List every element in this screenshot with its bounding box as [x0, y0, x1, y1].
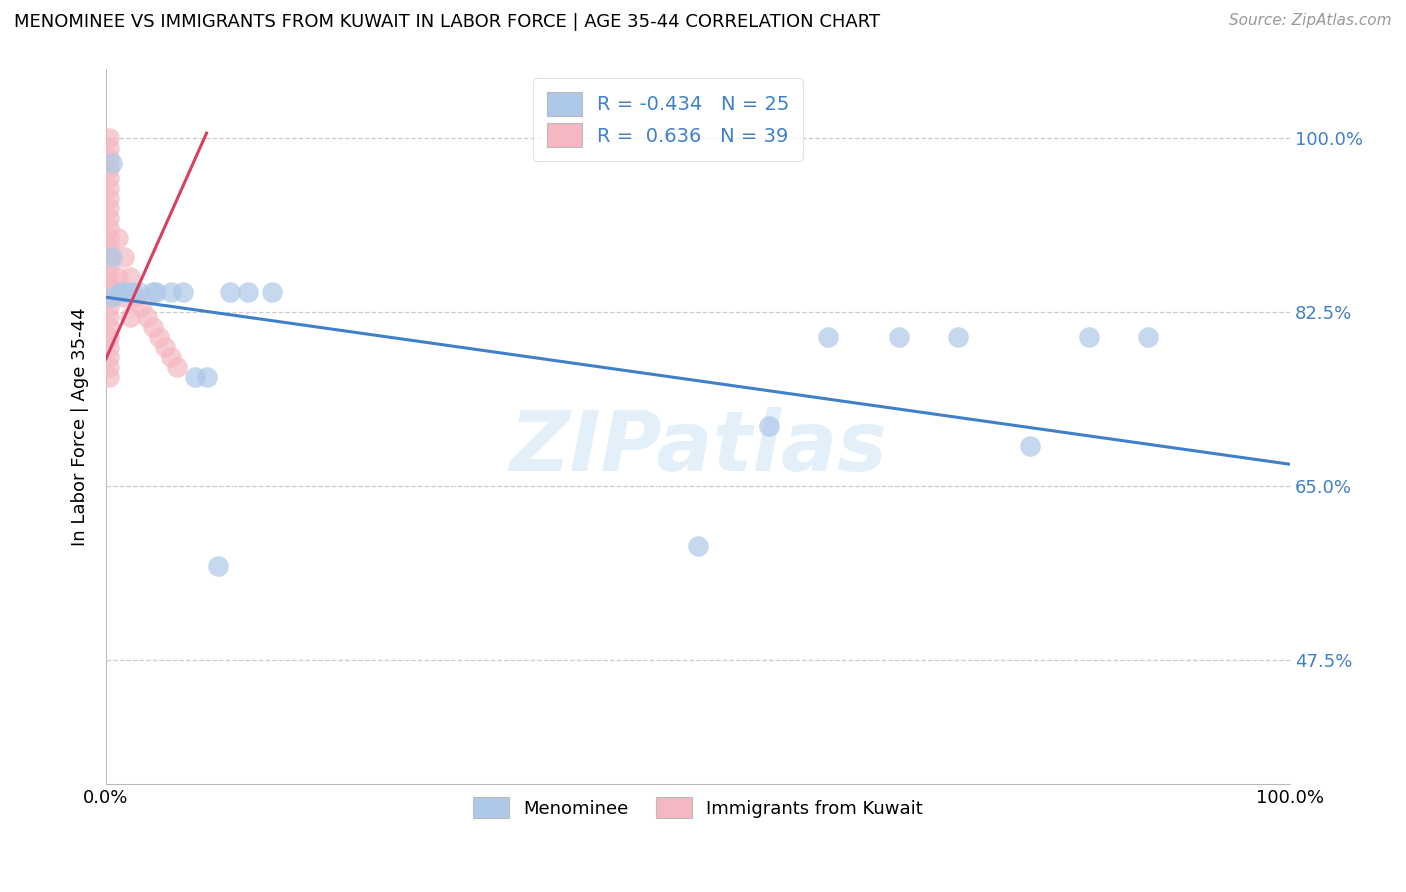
Point [112, 251, 135, 265]
Point [98, 181, 121, 195]
Point [108, 285, 131, 300]
Point [98, 290, 121, 304]
Point [128, 285, 150, 300]
Point [98, 211, 121, 225]
Point [118, 270, 141, 285]
Point [98, 340, 121, 354]
Point [112, 290, 135, 304]
Point [260, 285, 283, 300]
Point [98, 240, 121, 254]
Point [758, 419, 780, 434]
Point [101, 251, 124, 265]
Point [98, 369, 121, 384]
Point [160, 350, 183, 364]
Point [131, 300, 153, 314]
Point [153, 340, 176, 354]
Point [124, 290, 146, 304]
Point [101, 156, 124, 170]
Text: ZIPatlas: ZIPatlas [509, 408, 887, 489]
Point [142, 320, 165, 334]
Point [98, 359, 121, 374]
Point [98, 170, 121, 185]
Point [1136, 330, 1159, 344]
Point [112, 285, 135, 300]
Point [121, 285, 143, 300]
Point [183, 369, 205, 384]
Point [98, 330, 121, 344]
Point [195, 369, 218, 384]
Point [1018, 439, 1040, 453]
Point [98, 260, 121, 275]
Point [160, 285, 183, 300]
Point [98, 300, 121, 314]
Point [107, 230, 129, 244]
Point [98, 350, 121, 364]
Point [98, 191, 121, 205]
Point [98, 230, 121, 244]
Point [686, 539, 709, 553]
Point [118, 310, 141, 324]
Point [98, 310, 121, 324]
Point [101, 290, 124, 304]
Point [172, 285, 194, 300]
Point [236, 285, 259, 300]
Text: MENOMINEE VS IMMIGRANTS FROM KUWAIT IN LABOR FORCE | AGE 35-44 CORRELATION CHART: MENOMINEE VS IMMIGRANTS FROM KUWAIT IN L… [14, 13, 880, 31]
Point [142, 285, 165, 300]
Text: Source: ZipAtlas.com: Source: ZipAtlas.com [1229, 13, 1392, 29]
Point [98, 141, 121, 155]
Point [98, 270, 121, 285]
Point [148, 330, 170, 344]
Point [98, 280, 121, 294]
Point [219, 285, 242, 300]
Point [98, 320, 121, 334]
Point [145, 285, 167, 300]
Point [889, 330, 911, 344]
Point [107, 270, 129, 285]
Point [948, 330, 970, 344]
Point [98, 201, 121, 215]
Point [817, 330, 839, 344]
Y-axis label: In Labor Force | Age 35-44: In Labor Force | Age 35-44 [72, 307, 89, 546]
Point [207, 558, 229, 573]
Point [1077, 330, 1099, 344]
Point [98, 131, 121, 145]
Point [98, 251, 121, 265]
Legend: Menominee, Immigrants from Kuwait: Menominee, Immigrants from Kuwait [465, 790, 931, 825]
Point [98, 161, 121, 175]
Point [136, 310, 159, 324]
Point [98, 220, 121, 235]
Point [166, 359, 188, 374]
Point [98, 151, 121, 165]
